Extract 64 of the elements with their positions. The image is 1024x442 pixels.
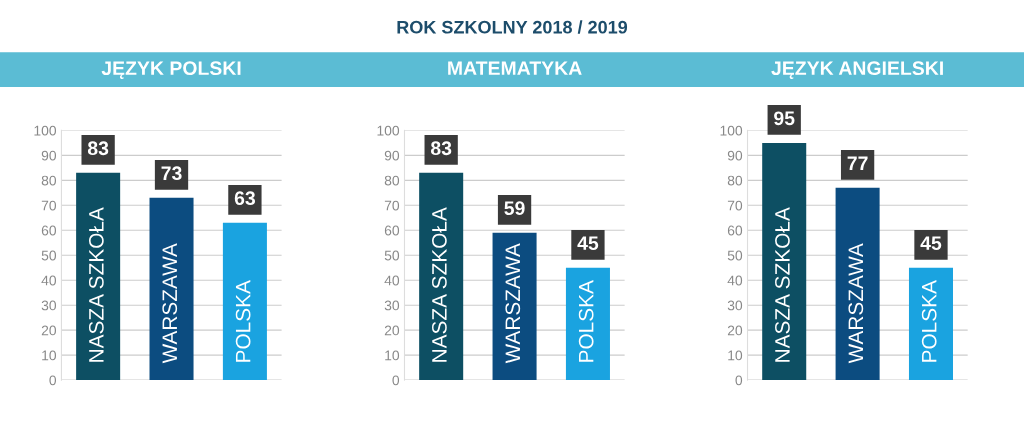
- y-tick-label: 90: [727, 150, 743, 161]
- data-label: 59: [504, 201, 525, 216]
- y-tick-label: 80: [727, 175, 743, 186]
- y-tick-label: 40: [727, 275, 743, 286]
- y-tick-label: 50: [41, 250, 57, 261]
- data-label: 83: [430, 141, 452, 156]
- y-tick-label: 0: [392, 375, 400, 386]
- data-label: 63: [234, 191, 256, 206]
- bar: [762, 142, 807, 381]
- x-tick-label: POLSKA: [921, 280, 937, 362]
- y-tick-label: 40: [384, 275, 400, 286]
- bar: [149, 197, 194, 381]
- y-tick-label: 80: [41, 175, 57, 186]
- y-tick-label: 0: [49, 375, 57, 386]
- y-tick-label: 30: [384, 300, 400, 311]
- bar: [222, 222, 267, 381]
- x-tick-label: NASZA SZKOŁA: [88, 207, 104, 362]
- y-tick-label: 0: [735, 375, 743, 386]
- y-tick-label: 60: [727, 225, 743, 236]
- y-tick-label: 20: [384, 325, 400, 336]
- x-tick-label: NASZA SZKOŁA: [432, 207, 447, 362]
- x-tick-label: POLSKA: [235, 280, 251, 362]
- x-tick-label: POLSKA: [578, 280, 594, 362]
- bar: [76, 172, 121, 381]
- y-tick-label: 60: [384, 225, 400, 236]
- bar: [565, 267, 610, 381]
- chart-title: JĘZYK POLSKI: [101, 61, 241, 79]
- y-tick-label: 10: [42, 350, 57, 361]
- data-label: 45: [577, 236, 599, 251]
- y-tick-label: 70: [384, 200, 400, 211]
- y-tick-label: 40: [41, 275, 57, 286]
- chart-title: JĘZYK ANGIELSKI: [771, 61, 943, 79]
- bar: [492, 232, 537, 381]
- y-tick-label: 30: [727, 300, 743, 311]
- y-tick-label: 100: [377, 125, 400, 136]
- bar: [835, 187, 880, 381]
- y-tick-label: 80: [384, 175, 400, 186]
- x-tick-label: NASZA SZKOŁA: [775, 207, 790, 362]
- text: ROK SZKOLNY 2018 / 2019: [397, 20, 628, 34]
- y-tick-label: 30: [41, 300, 57, 311]
- y-tick-label: 10: [728, 350, 743, 361]
- x-tick-label: WARSZAWA: [505, 243, 521, 364]
- y-tick-label: 90: [384, 150, 400, 161]
- y-tick-label: 90: [41, 150, 57, 161]
- bar: [908, 267, 953, 381]
- y-tick-label: 100: [34, 125, 57, 136]
- x-tick-label: WARSZAWA: [162, 243, 178, 364]
- chart-title: MATEMATYKA: [448, 61, 582, 75]
- y-tick-label: 70: [727, 200, 743, 211]
- data-label: 45: [920, 236, 942, 251]
- y-tick-label: 50: [727, 250, 743, 261]
- data-label: 73: [161, 166, 182, 181]
- y-tick-label: 100: [720, 125, 743, 136]
- y-tick-label: 60: [41, 225, 57, 236]
- data-label: 95: [774, 111, 795, 126]
- y-tick-label: 70: [41, 200, 57, 211]
- y-tick-label: 20: [41, 325, 57, 336]
- x-tick-label: WARSZAWA: [848, 243, 864, 364]
- y-tick-label: 10: [385, 350, 400, 361]
- data-label: 83: [87, 141, 109, 156]
- data-label: 77: [847, 156, 868, 170]
- y-tick-label: 50: [384, 250, 400, 261]
- bar: [419, 172, 464, 381]
- y-tick-label: 20: [727, 325, 743, 336]
